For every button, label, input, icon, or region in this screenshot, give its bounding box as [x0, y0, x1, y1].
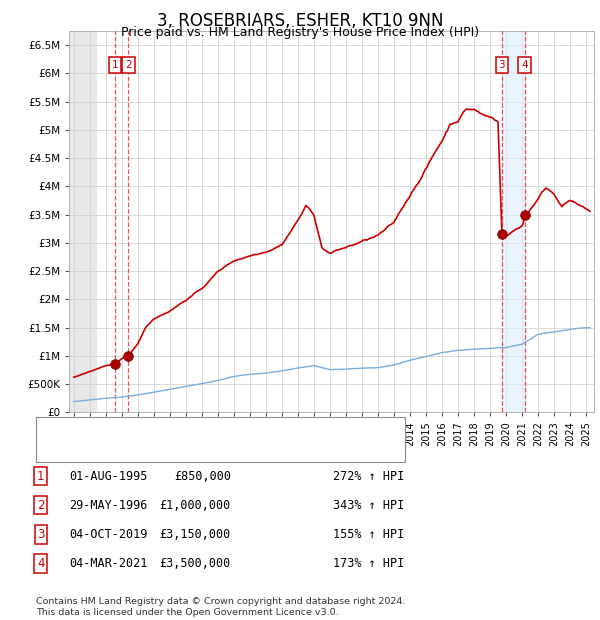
Text: Price paid vs. HM Land Registry's House Price Index (HPI): Price paid vs. HM Land Registry's House …: [121, 26, 479, 39]
Text: 155% ↑ HPI: 155% ↑ HPI: [333, 528, 404, 541]
Text: Contains HM Land Registry data © Crown copyright and database right 2024.
This d: Contains HM Land Registry data © Crown c…: [36, 598, 406, 617]
Text: 1: 1: [112, 60, 118, 70]
Text: HPI: Average price, detached house, Elmbridge: HPI: Average price, detached house, Elmb…: [74, 445, 337, 454]
Text: 4: 4: [37, 557, 44, 570]
Text: 3: 3: [37, 528, 44, 541]
Text: 3, ROSEBRIARS, ESHER, KT10 9NN: 3, ROSEBRIARS, ESHER, KT10 9NN: [157, 12, 443, 30]
Text: 1: 1: [37, 470, 44, 482]
Text: 343% ↑ HPI: 343% ↑ HPI: [333, 499, 404, 511]
Text: 3: 3: [499, 60, 505, 70]
Text: £1,000,000: £1,000,000: [160, 499, 231, 511]
Bar: [502, 31, 524, 412]
Text: £850,000: £850,000: [174, 470, 231, 482]
Text: £3,150,000: £3,150,000: [160, 528, 231, 541]
Text: 173% ↑ HPI: 173% ↑ HPI: [333, 557, 404, 570]
Text: 272% ↑ HPI: 272% ↑ HPI: [333, 470, 404, 482]
Text: 04-OCT-2019: 04-OCT-2019: [69, 528, 148, 541]
Text: 29-MAY-1996: 29-MAY-1996: [69, 499, 148, 511]
Text: 04-MAR-2021: 04-MAR-2021: [69, 557, 148, 570]
Text: 2: 2: [37, 499, 44, 511]
Text: 3, ROSEBRIARS, ESHER, KT10 9NN (detached house): 3, ROSEBRIARS, ESHER, KT10 9NN (detached…: [74, 425, 367, 435]
Text: 4: 4: [521, 60, 528, 70]
Text: 2: 2: [125, 60, 132, 70]
Text: £3,500,000: £3,500,000: [160, 557, 231, 570]
Text: 01-AUG-1995: 01-AUG-1995: [69, 470, 148, 482]
Bar: [69, 31, 97, 412]
